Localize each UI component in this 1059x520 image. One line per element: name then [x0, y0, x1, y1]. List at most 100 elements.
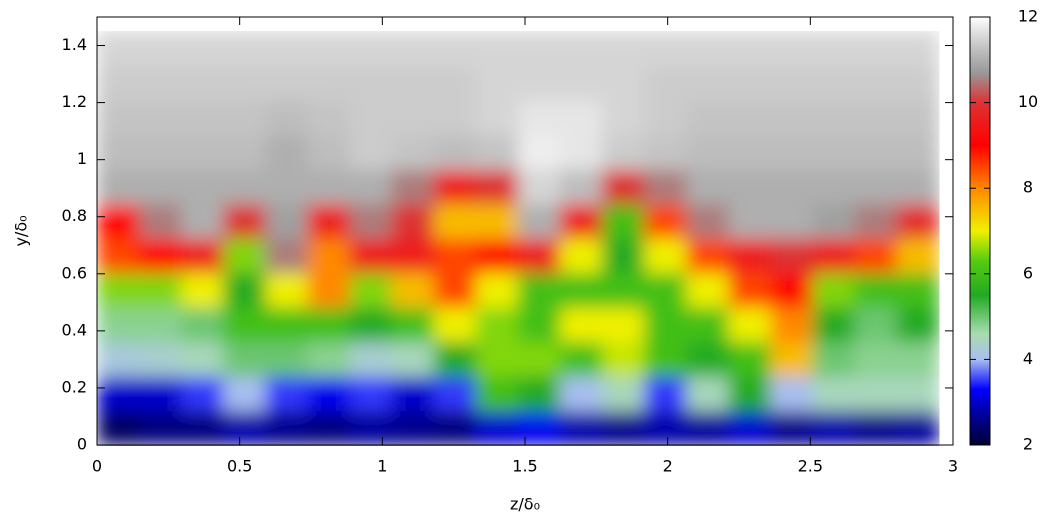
heatmap [97, 31, 940, 446]
heat-cell [559, 307, 603, 343]
heat-cell [475, 376, 519, 412]
heat-cell [181, 134, 224, 170]
heat-cell [475, 31, 519, 67]
heat-cell [181, 307, 224, 343]
heat-cell [433, 410, 477, 446]
heat-cell [265, 410, 309, 446]
heat-cell [307, 169, 351, 205]
heat-cell [854, 341, 898, 377]
heat-cell [854, 65, 898, 101]
heat-cell [728, 203, 771, 239]
heat-cell [265, 100, 309, 136]
heat-cell [265, 341, 309, 377]
heat-cell [391, 341, 435, 377]
heat-cell [307, 100, 351, 136]
heat-cell [181, 100, 224, 136]
heat-cell [307, 65, 351, 101]
heat-cell [391, 203, 435, 239]
heat-cell [265, 169, 309, 205]
heat-cell [559, 272, 603, 308]
heat-cell [97, 203, 140, 239]
heat-cell [307, 31, 351, 67]
heat-cell [307, 410, 351, 446]
heat-cell [602, 307, 645, 343]
heat-cell [517, 410, 561, 446]
heat-cell [559, 134, 603, 170]
heat-cell [728, 376, 771, 412]
heat-cell [602, 169, 645, 205]
heat-cell [812, 238, 856, 274]
heat-cell [223, 410, 266, 446]
heat-cell [644, 31, 687, 67]
heat-cell [349, 238, 393, 274]
heat-cell [307, 238, 351, 274]
heat-cell [896, 203, 940, 239]
heat-cell [97, 100, 140, 136]
heat-cell [517, 134, 561, 170]
heat-cell [223, 272, 266, 308]
heat-cell [686, 376, 729, 412]
heat-cell [770, 169, 814, 205]
heat-cell [770, 272, 814, 308]
heat-cell [896, 100, 940, 136]
heat-cell [181, 238, 224, 274]
heat-cell [475, 410, 519, 446]
heat-cell [517, 31, 561, 67]
heat-cell [223, 134, 266, 170]
heat-cell [349, 100, 393, 136]
heat-cell [644, 203, 687, 239]
heat-cell [139, 272, 182, 308]
heat-cell [97, 376, 140, 412]
heat-cell [307, 307, 351, 343]
heat-cell [812, 31, 856, 67]
heat-cell [602, 341, 645, 377]
heat-cell [349, 376, 393, 412]
x-tick-label: 0.5 [227, 457, 252, 476]
heat-cell [896, 134, 940, 170]
heat-cell [517, 65, 561, 101]
heat-cell [391, 134, 435, 170]
heat-cell [812, 100, 856, 136]
heat-cell [433, 134, 477, 170]
heat-cell [181, 169, 224, 205]
y-tick-label: 0.8 [62, 206, 87, 225]
heat-cell [854, 203, 898, 239]
heat-cell [602, 31, 645, 67]
heat-cell [686, 169, 729, 205]
heat-cell [181, 65, 224, 101]
heat-cell [475, 272, 519, 308]
heat-cell [602, 203, 645, 239]
heat-cell [644, 65, 687, 101]
y-tick-label: 1.4 [62, 35, 87, 54]
heat-cell [770, 341, 814, 377]
heat-cell [181, 31, 224, 67]
heat-cell [854, 100, 898, 136]
heat-cell [97, 410, 140, 446]
heat-cell [770, 238, 814, 274]
heat-cell [770, 134, 814, 170]
y-tick-label: 0.4 [62, 320, 87, 339]
heat-cell [433, 341, 477, 377]
heat-cell [139, 100, 182, 136]
y-axis-label: y/δ₀ [12, 215, 31, 246]
heat-cell [433, 238, 477, 274]
heat-cell [433, 31, 477, 67]
y-tick-label: 1 [77, 149, 87, 168]
heat-cell [728, 134, 771, 170]
heat-cell [97, 307, 140, 343]
heat-cell [602, 410, 645, 446]
heat-cell [686, 65, 729, 101]
heat-cell [391, 307, 435, 343]
colorbar-tick-label: 4 [1023, 349, 1033, 368]
heat-cell [349, 31, 393, 67]
colorbar-tick-label: 10 [1018, 92, 1038, 111]
heat-cell [770, 65, 814, 101]
colorbar-tick-label: 2 [1023, 435, 1033, 454]
heat-cell [391, 238, 435, 274]
heat-cell [475, 203, 519, 239]
heat-cell [391, 100, 435, 136]
heat-cell [265, 238, 309, 274]
heat-cell [391, 410, 435, 446]
heat-cell [812, 65, 856, 101]
